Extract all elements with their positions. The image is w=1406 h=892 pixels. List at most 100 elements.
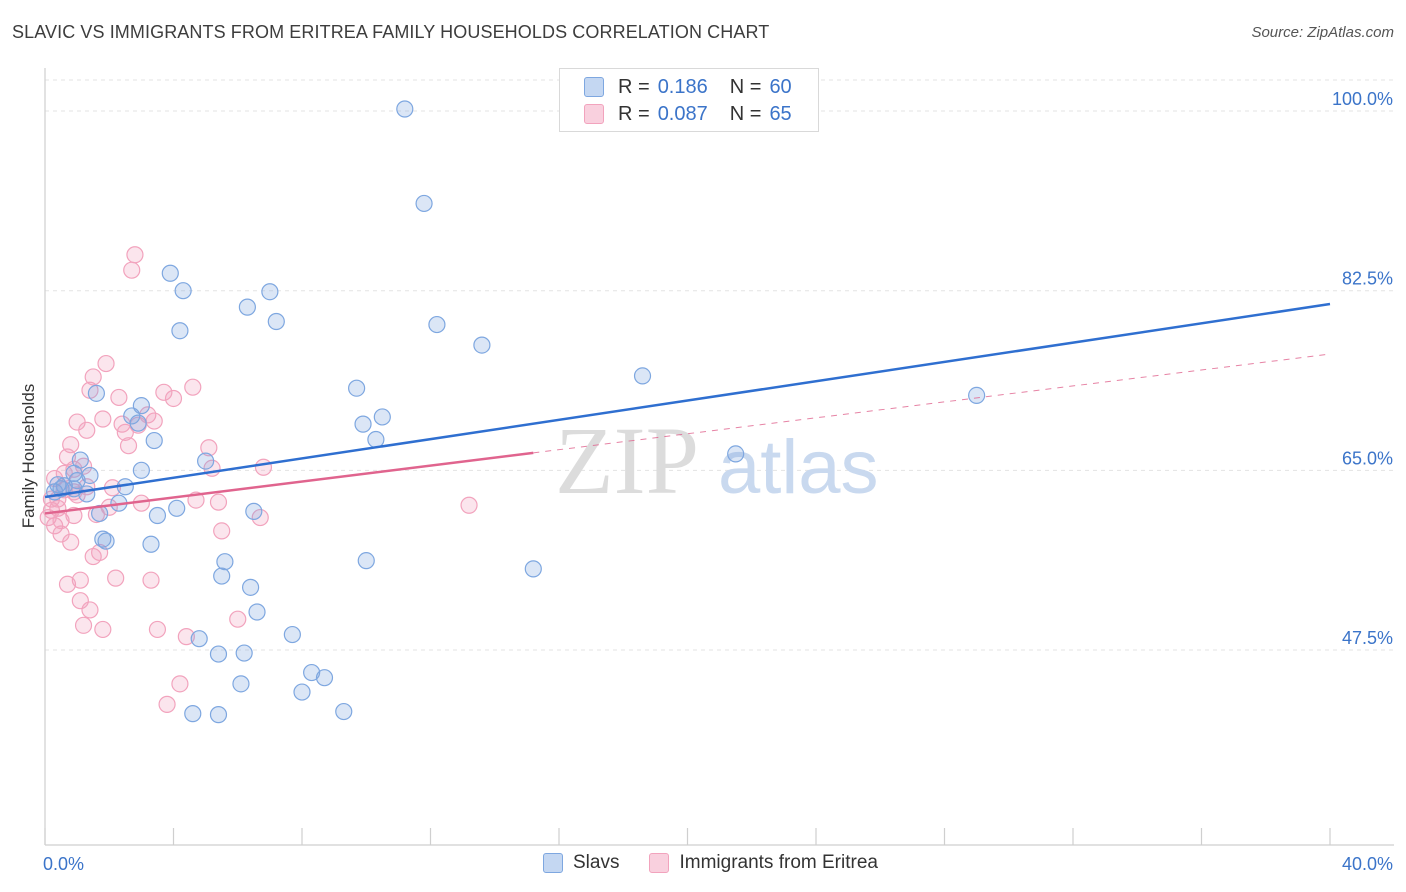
slavs-point <box>348 379 366 397</box>
eritrea-point <box>145 412 163 430</box>
slavs-point <box>633 367 652 385</box>
eritrea-point <box>254 458 273 476</box>
r-value: 0.186 <box>657 75 708 98</box>
y-tick-label: 82.5% <box>1342 269 1393 289</box>
slavs-point <box>242 578 260 596</box>
slavs-point <box>315 669 334 687</box>
eritrea-point <box>213 522 231 540</box>
slavs-point <box>71 451 89 469</box>
series-slavs-points <box>46 100 986 724</box>
eritrea-point <box>78 421 96 439</box>
eritrea-trend-extension <box>533 353 1331 454</box>
slavs-point <box>293 683 311 701</box>
slavs-point <box>145 431 163 450</box>
slavs-point <box>373 408 391 426</box>
slavs-point <box>184 705 202 723</box>
eritrea-point <box>119 437 138 455</box>
eritrea-trend-line <box>44 451 534 515</box>
slavs-point <box>335 702 353 721</box>
slavs-point <box>303 663 321 682</box>
eritrea-point <box>116 423 134 441</box>
eritrea-point <box>171 675 189 693</box>
eritrea-point <box>155 383 173 401</box>
eritrea-point <box>81 601 99 619</box>
eritrea-point <box>110 388 128 407</box>
slavs-point <box>78 485 96 503</box>
watermark: ZIP atlas <box>555 407 879 514</box>
eritrea-point <box>62 436 80 454</box>
legend-item-eritrea[interactable]: Immigrants from Eritrea <box>649 852 878 874</box>
slavs-point <box>190 630 208 648</box>
eritrea-point <box>74 616 93 634</box>
eritrea-point <box>62 533 80 551</box>
eritrea-point <box>177 628 195 646</box>
eritrea-point <box>71 571 89 589</box>
slavs-point <box>87 384 106 402</box>
eritrea-point <box>460 496 478 514</box>
x-tick-label-max: 40.0% <box>1342 854 1393 874</box>
slavs-point <box>727 445 745 463</box>
r-label: R = <box>618 75 650 98</box>
eritrea-point <box>158 695 176 713</box>
n-label: N = <box>729 102 762 125</box>
slavs-point <box>428 315 446 334</box>
y-tick-label: 65.0% <box>1342 448 1393 468</box>
slavs-point <box>161 264 179 282</box>
axes <box>44 68 1394 846</box>
slavs-point <box>415 194 433 213</box>
eritrea-point <box>251 508 269 527</box>
eritrea-point <box>123 261 141 279</box>
watermark-zip: ZIP <box>555 407 699 514</box>
n-label: N = <box>729 75 762 98</box>
slavs-point <box>238 298 256 316</box>
slavs-swatch <box>584 77 604 97</box>
legend-item-slavs[interactable]: Slavs <box>543 852 619 874</box>
eritrea-point <box>65 460 83 478</box>
series-legend: Slavs Immigrants from Eritrea <box>543 852 908 874</box>
slavs-trend-line <box>44 302 1331 499</box>
y-tick-label: 100.0% <box>1332 89 1393 109</box>
slavs-point <box>248 603 266 621</box>
slavs-point <box>367 430 385 449</box>
slavs-point <box>209 645 228 663</box>
eritrea-point <box>126 246 144 264</box>
x-tick-label-min: 0.0% <box>43 854 84 874</box>
slavs-point <box>968 386 986 404</box>
gridlines <box>45 79 1394 651</box>
slavs-point <box>68 471 86 490</box>
eritrea-legend-swatch <box>649 853 670 873</box>
slavs-point <box>174 282 192 300</box>
slavs-legend-label: Slavs <box>573 852 620 873</box>
eritrea-point <box>209 493 228 511</box>
slavs-point <box>81 466 99 485</box>
eritrea-point <box>184 378 202 396</box>
slavs-point <box>267 312 285 331</box>
eritrea-swatch <box>584 104 604 124</box>
n-value: 65 <box>769 102 792 125</box>
slavs-point <box>142 535 160 553</box>
slavs-legend-swatch <box>543 853 563 873</box>
slavs-point <box>524 560 542 578</box>
eritrea-point <box>58 575 77 593</box>
axis-ticks: 47.5% 65.0% 82.5% 100.0% 0.0% 40.0% <box>43 89 1393 874</box>
eritrea-legend-label: Immigrants from Eritrea <box>679 852 878 873</box>
slavs-point <box>245 502 263 520</box>
slavs-point <box>473 336 491 354</box>
slavs-point <box>148 506 167 525</box>
legend-row-slavs: R = 0.186 N = 60 <box>584 74 792 100</box>
r-label: R = <box>618 102 650 125</box>
eritrea-point <box>229 610 247 628</box>
slavs-point <box>197 452 215 470</box>
slavs-point <box>354 415 372 433</box>
eritrea-point <box>148 620 167 639</box>
eritrea-point <box>107 569 125 587</box>
eritrea-point <box>142 571 160 589</box>
n-value: 60 <box>769 75 792 98</box>
source-label: Source: ZipAtlas.com <box>1251 24 1394 41</box>
slavs-point <box>171 322 189 340</box>
y-tick-label: 47.5% <box>1342 628 1393 648</box>
eritrea-point <box>84 368 102 386</box>
eritrea-point <box>94 410 112 428</box>
slavs-point <box>168 499 186 517</box>
